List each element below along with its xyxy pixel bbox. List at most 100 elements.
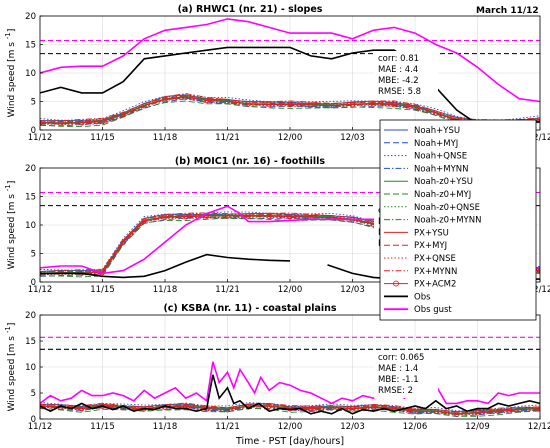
x-tick-label: 12/12	[528, 285, 550, 295]
y-axis-label-close: ]	[7, 323, 17, 327]
stats-background	[374, 51, 438, 99]
model-marker	[329, 103, 335, 109]
legend-entry: Noah+QNSE	[384, 152, 467, 162]
legend-label: Noah-z0+QNSE	[414, 203, 480, 213]
x-tick-label: 12/12	[528, 133, 550, 143]
legend-label: Noah+MYJ	[414, 139, 458, 149]
legend-label: Obs	[414, 292, 431, 302]
x-tick-label: 12/03	[340, 133, 365, 143]
y-tick-label: 5	[31, 389, 36, 399]
legend-entry: PX+MYNN	[384, 267, 457, 277]
model-marker	[141, 103, 147, 109]
model-marker	[224, 213, 231, 219]
model-marker	[162, 214, 168, 220]
model-marker	[183, 214, 189, 220]
model-marker	[266, 213, 272, 219]
model-marker	[370, 404, 376, 410]
y-tick-label: 0	[31, 126, 36, 136]
legend-label: PX+MYJ	[414, 241, 447, 251]
model-marker	[120, 112, 126, 118]
model-marker	[495, 408, 501, 415]
y-tick-label: 15	[25, 337, 36, 347]
model-marker	[99, 119, 106, 125]
x-tick-label: 11/15	[90, 422, 115, 432]
panel-title: (a) RHWC1 (nr. 21) - slopes	[178, 4, 323, 15]
y-axis-label: Wind speed [m s -1]	[4, 29, 17, 118]
stat-mae: MAE : 1.4	[378, 364, 418, 374]
model-marker	[308, 406, 314, 412]
legend-label: Noah+YSU	[414, 126, 460, 136]
model-line	[40, 98, 540, 126]
model-marker	[516, 407, 522, 413]
y-axis-label: Wind speed [m s -1]	[4, 323, 17, 412]
x-tick-label: 11/15	[90, 133, 115, 143]
model-marker	[454, 411, 460, 417]
legend-marker	[393, 280, 399, 287]
x-tick-label: 11/12	[28, 285, 53, 295]
model-marker	[266, 403, 272, 409]
legend-entry: Noah-z0+MYNN	[384, 216, 481, 226]
x-tick-label: 12/00	[278, 285, 303, 295]
x-tick-label: 11/12	[28, 133, 53, 143]
legend-entry: PX+MYJ	[384, 241, 447, 251]
y-axis-label-text: Wind speed [m s	[7, 39, 17, 117]
series-group	[40, 336, 540, 417]
y-tick-label: 10	[25, 69, 36, 79]
y-axis-label-close: ]	[7, 29, 17, 33]
model-marker	[245, 213, 251, 219]
legend-label: Noah+QNSE	[414, 152, 467, 162]
y-tick-label: 5	[31, 98, 36, 108]
legend-label: Noah+MYNN	[414, 164, 469, 174]
model-marker	[474, 410, 481, 416]
legend-box	[379, 119, 537, 321]
x-tick-label: 11/18	[153, 422, 178, 432]
y-axis-label-exponent: -1	[4, 184, 12, 191]
legend-entry: Noah+YSU	[384, 126, 460, 136]
model-marker	[79, 120, 85, 126]
y-tick-label: 10	[25, 221, 36, 231]
model-marker	[329, 405, 335, 411]
y-tick-label: 20	[25, 311, 36, 321]
model-marker	[433, 110, 439, 116]
legend-entry: Noah-z0+QNSE	[384, 203, 480, 213]
obs-gust-line	[40, 18, 540, 103]
model-marker	[266, 102, 272, 108]
y-tick-label: 0	[31, 415, 36, 425]
legend-entry: PX+YSU	[384, 228, 449, 238]
panel-3: 0 5 10 15 20 11/12 11/15 11/18 11/21 12/00 12/03 12…	[4, 303, 550, 432]
model-marker	[120, 239, 126, 245]
model-marker	[412, 104, 418, 111]
y-axis-label: Wind speed [m s -1]	[4, 181, 17, 270]
x-tick-label: 11/12	[28, 422, 53, 432]
legend-label: PX+YSU	[414, 228, 449, 238]
y-tick-label: 15	[25, 41, 36, 51]
legend-label: Obs gust	[414, 305, 452, 315]
x-tick-label: 12/00	[278, 133, 303, 143]
model-marker	[40, 120, 43, 126]
x-tick-label: 12/00	[278, 422, 303, 432]
model-marker	[412, 408, 418, 415]
model-marker	[79, 406, 85, 412]
stat-corr: corr: 0.065	[378, 353, 424, 363]
y-axis-label-close: ]	[7, 181, 17, 185]
stats-background	[374, 350, 438, 398]
legend-entry: Obs gust	[384, 305, 452, 315]
model-marker	[58, 120, 64, 127]
y-tick-label: 10	[25, 363, 36, 373]
x-tick-label: 11/21	[215, 422, 240, 432]
stat-mbe: MBE: -1.1	[378, 375, 419, 385]
x-tick-label: 11/18	[153, 285, 178, 295]
legend-entry: Obs	[384, 292, 431, 302]
legend-label: Noah-z0+YSU	[414, 177, 473, 187]
model-line	[40, 94, 540, 122]
model-marker	[287, 102, 293, 108]
obs-line	[40, 46, 540, 129]
x-tick-label: 12/12	[528, 422, 550, 432]
obs-gust-line	[40, 361, 540, 405]
model-marker	[308, 102, 314, 108]
legend-entry: Noah+MYNN	[384, 164, 469, 174]
model-marker	[287, 214, 293, 220]
stat-mae: MAE : 4.4	[378, 65, 418, 75]
